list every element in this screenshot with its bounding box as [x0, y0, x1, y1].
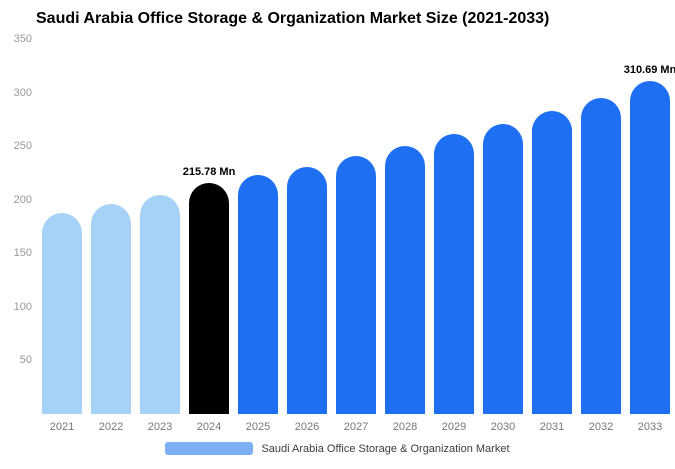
x-tick-label: 2031 [539, 421, 565, 433]
x-tick-label: 2023 [147, 421, 173, 433]
x-tick-label: 2030 [490, 421, 516, 433]
bar-column-2030: 2030 [483, 106, 523, 434]
bar-value-label: 310.69 Mn [623, 64, 675, 77]
x-tick-label: 2033 [637, 421, 663, 433]
legend-swatch [165, 442, 254, 455]
plot-area: 2021 2022 2023 215.78 Mn 2024 2025 2026 2027 202… [36, 39, 675, 435]
chart-body: 350 300 250 200 150 100 50 2021 2022 2023 215.78 … [6, 33, 675, 435]
y-tick-label: 200 [13, 193, 32, 206]
y-tick-label: 300 [13, 86, 32, 99]
bar-column-2027: 2027 [336, 138, 376, 434]
x-tick-label: 2029 [441, 421, 467, 433]
bar-column-2023: 2023 [140, 177, 180, 434]
y-tick-label: 150 [13, 247, 32, 260]
legend-label: Saudi Arabia Office Storage & Organizati… [261, 442, 510, 455]
x-tick-label: 2024 [196, 421, 222, 433]
bar-2033 [630, 81, 670, 414]
bar-2031 [532, 110, 572, 414]
bar-column-2032: 2032 [581, 80, 621, 434]
bar-column-2028: 2028 [385, 128, 425, 434]
bar-2025 [238, 175, 278, 414]
bar-chart: Saudi Arabia Office Storage & Organizati… [0, 10, 675, 455]
bar-2028 [385, 146, 425, 414]
y-axis: 350 300 250 200 150 100 50 [6, 33, 36, 434]
bar-column-2021: 2021 [42, 195, 82, 434]
bar-2023 [140, 195, 180, 414]
y-tick-label: 100 [13, 300, 32, 313]
bar-value-label: 215.78 Mn [182, 165, 236, 178]
bar-2032 [581, 97, 621, 414]
bar-column-2026: 2026 [287, 149, 327, 435]
chart-title: Saudi Arabia Office Storage & Organizati… [36, 10, 550, 27]
bar-2030 [483, 123, 523, 414]
x-tick-label: 2027 [343, 421, 369, 433]
bar-column-2029: 2029 [434, 116, 474, 434]
y-tick-label: 350 [13, 33, 32, 45]
x-tick-label: 2022 [98, 421, 124, 433]
bar-column-2031: 2031 [532, 93, 572, 434]
bar-2024 [189, 182, 229, 414]
y-tick-label: 250 [13, 140, 32, 153]
bar-column-2025: 2025 [238, 157, 278, 434]
bar-column-2022: 2022 [91, 186, 131, 434]
x-tick-label: 2025 [245, 421, 271, 433]
bar-2026 [287, 166, 327, 414]
x-tick-label: 2028 [392, 421, 418, 433]
bar-2022 [91, 204, 131, 414]
y-tick-label: 50 [19, 354, 32, 367]
bar-2021 [42, 212, 82, 414]
x-tick-label: 2032 [588, 421, 614, 433]
bar-column-2024: 215.78 Mn 2024 [183, 165, 236, 434]
legend: Saudi Arabia Office Storage & Organizati… [0, 442, 675, 455]
x-tick-label: 2021 [49, 421, 75, 433]
bar-2027 [336, 155, 376, 414]
x-tick-label: 2026 [294, 421, 320, 433]
bar-2029 [434, 134, 474, 414]
bar-column-2033: 310.69 Mn 2033 [624, 63, 675, 434]
